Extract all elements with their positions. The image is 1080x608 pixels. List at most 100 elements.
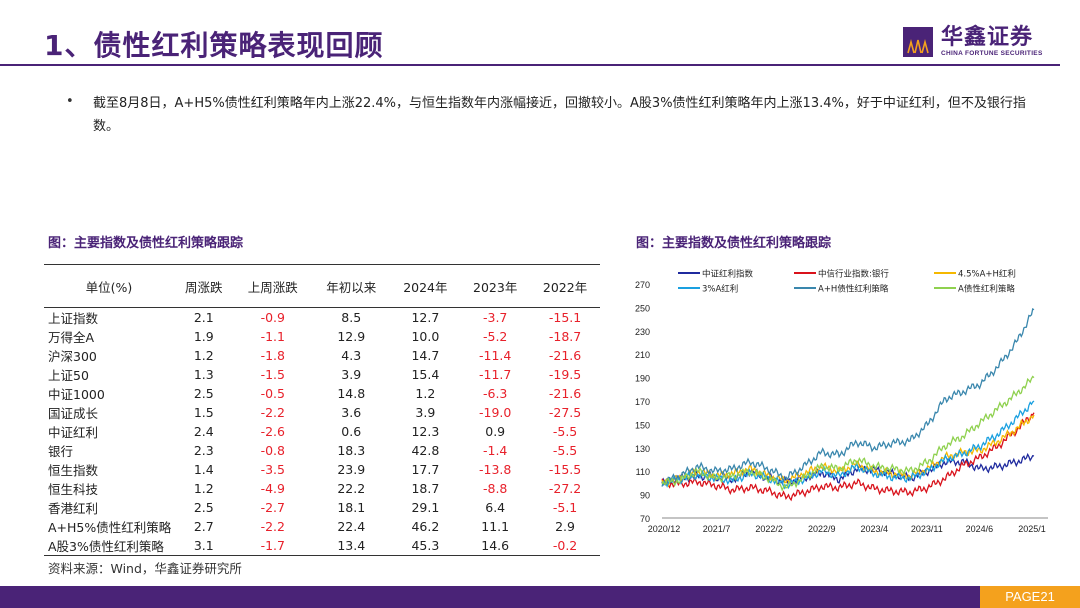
y-tick-label: 210	[635, 350, 650, 360]
chart-caption: 图：主要指数及债性红利策略跟踪	[636, 236, 832, 251]
logo-name: 华鑫证券	[941, 25, 1034, 50]
series-line	[661, 400, 1035, 490]
table-cell: -0.2	[530, 536, 600, 556]
table-cell: -1.1	[260, 329, 285, 344]
table-header-cell: 周涨跌	[174, 264, 234, 308]
x-tick-label: 2023/4	[861, 524, 889, 534]
table-cell: 3.9	[415, 405, 436, 420]
table-cell: -2.2	[260, 519, 285, 534]
table-cell: 45.3	[390, 536, 461, 556]
x-tick-label: 2021/7	[703, 524, 731, 534]
table-cell: 2.4	[193, 424, 214, 439]
row-label: 上证指数	[48, 311, 99, 326]
table-row: 沪深300 1.2 -1.8 4.3 14.7 -11.4 -21.6	[44, 346, 600, 365]
series-line	[661, 375, 1035, 492]
table-cell: 3.6	[341, 405, 362, 420]
table-cell: 0.6	[341, 424, 362, 439]
y-tick-label: 110	[636, 467, 650, 477]
performance-table: 单位(%) 周涨跌 上周涨跌 年初以来 2024年 2023年 2022年 上证指数 2.1 -…	[44, 264, 600, 556]
row-label: 中证红利	[48, 425, 99, 440]
table-cell: 2.9	[555, 519, 575, 534]
table-body: 上证指数 2.1 -0.9 8.5 12.7 -3.7 -15.1 万得全A 1.9 -1.1 12…	[44, 308, 600, 556]
x-tick-label: 2024/6	[966, 524, 994, 534]
table-cell: -27.2	[548, 481, 582, 496]
table-cell: -4.9	[260, 481, 285, 496]
table-row: 中证1000 2.5 -0.5 14.8 1.2 -6.3 -21.6	[44, 384, 600, 403]
table-header-row: 单位(%) 周涨跌 上周涨跌 年初以来 2024年 2023年 2022年	[44, 264, 600, 308]
table-row: 万得全A 1.9 -1.1 12.9 10.0 -5.2 -18.7	[44, 327, 600, 346]
row-label: 沪深300	[48, 349, 97, 364]
legend-label: 中信行业指数:银行	[818, 269, 889, 280]
table-cell: 22.2	[337, 481, 366, 496]
y-tick-label: 150	[635, 420, 650, 430]
table-cell: 14.7	[411, 348, 440, 363]
table-cell: -11.4	[479, 348, 512, 363]
row-label: 国证成长	[48, 406, 99, 421]
table-cell: -5.5	[552, 443, 578, 458]
legend-label: A+H债性红利策略	[818, 284, 889, 295]
table-header-cell: 年初以来	[312, 264, 391, 308]
table-cell: -21.6	[548, 386, 582, 401]
table-cell: 0.9	[485, 424, 506, 439]
table-cell: -15.5	[548, 462, 582, 477]
table-cell: 2.5	[193, 386, 214, 401]
table-cell: 2.5	[193, 500, 214, 515]
table-cell: 17.7	[411, 462, 440, 477]
table-cell: -2.7	[260, 500, 285, 515]
table-cell: -2.6	[260, 424, 285, 439]
table-cell: 11.1	[481, 519, 510, 534]
table-row: A股3%债性红利策略 3.1 -1.7 13.4 45.3 14.6 -0.2	[44, 536, 600, 556]
legend-label: A债性红利策略	[958, 284, 1015, 295]
table-cell: 1.5	[193, 405, 214, 420]
x-tick-label: 2022/9	[808, 524, 836, 534]
table-cell: 1.2	[193, 481, 214, 496]
table-cell: -0.5	[260, 386, 285, 401]
performance-line-chart: 70 90 110 130 150 170 190 210 230 250 270 2020/12 20…	[635, 269, 1048, 534]
table-row: 恒生科技 1.2 -4.9 22.2 18.7 -8.8 -27.2	[44, 479, 600, 498]
logo-icon	[903, 27, 933, 57]
table-cell: 12.3	[411, 424, 440, 439]
series-line	[661, 308, 1035, 487]
table-cell: 23.9	[337, 462, 366, 477]
table-cell: 42.8	[411, 443, 440, 458]
table-cell: -1.5	[260, 367, 285, 382]
row-label: 万得全A	[48, 330, 95, 345]
row-label: 上证50	[48, 368, 89, 383]
table-cell: -15.1	[548, 310, 582, 325]
x-tick-label: 2023/11	[911, 524, 943, 534]
table-cell: -1.7	[233, 536, 313, 556]
y-tick-label: 250	[635, 303, 650, 313]
table-row: A+H5%债性红利策略 2.7 -2.2 22.4 46.2 11.1 2.9	[44, 517, 600, 536]
table-cell: 1.2	[193, 348, 214, 363]
table-cell: -0.9	[260, 310, 285, 325]
table-cell: 15.4	[411, 367, 440, 382]
table-cell: -19.0	[479, 405, 512, 420]
table-caption: 图：主要指数及债性红利策略跟踪	[48, 236, 244, 251]
table-header-cell: 上周涨跌	[233, 264, 313, 308]
row-label: 中证1000	[48, 387, 105, 402]
table-cell: 18.7	[411, 481, 440, 496]
table-cell: 10.0	[411, 329, 440, 344]
table-cell: -0.8	[260, 443, 285, 458]
table-cell: -8.8	[483, 481, 508, 496]
row-label: 香港红利	[48, 501, 99, 516]
y-tick-label: 190	[635, 374, 650, 384]
table-row: 银行 2.3 -0.8 18.3 42.8 -1.4 -5.5	[44, 441, 600, 460]
footer-bar	[0, 586, 1080, 608]
table-cell: -1.4	[483, 443, 508, 458]
table-cell: 6.4	[485, 500, 506, 515]
y-tick-label: 90	[640, 491, 650, 501]
table-cell: -21.6	[548, 348, 582, 363]
legend-label: 3%A红利	[702, 284, 738, 295]
table-cell: 1.4	[193, 462, 214, 477]
table-cell: 18.3	[337, 443, 366, 458]
row-label: A+H5%债性红利策略	[48, 520, 172, 535]
bullet-icon: •	[66, 94, 74, 109]
y-tick-label: 230	[635, 327, 650, 337]
y-tick-label: 170	[635, 397, 650, 407]
table-cell: -11.7	[479, 367, 512, 382]
table-cell: 12.9	[337, 329, 366, 344]
table-cell: -5.2	[483, 329, 508, 344]
table-cell: 1.3	[193, 367, 214, 382]
table-cell: 22.4	[337, 519, 366, 534]
